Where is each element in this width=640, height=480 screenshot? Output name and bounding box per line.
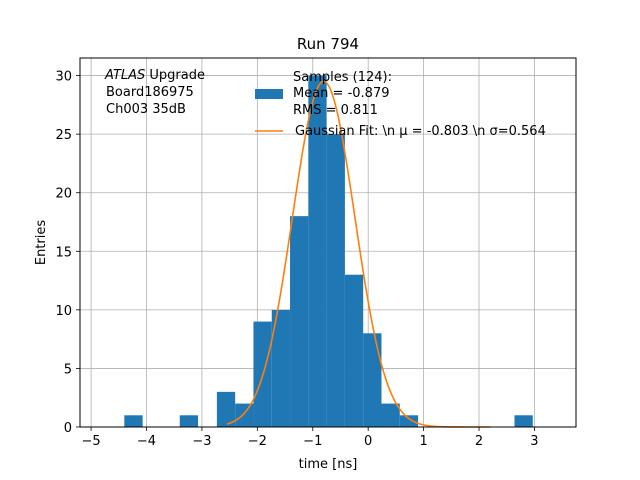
histogram-bar [514,415,533,427]
axes-frame [79,57,577,428]
y-tick-label: 15 [55,245,72,260]
x-tick-label: −3 [192,434,211,449]
y-tick-label: 5 [64,362,72,377]
x-tick-label: −5 [81,434,100,449]
legend-samples-line-3: RMS = 0.811 [293,103,378,118]
chart-title: Run 794 [297,35,359,53]
legend-swatch-samples [255,89,283,99]
x-tick-label: 0 [364,434,372,449]
histogram-bars [124,75,533,428]
histogram-bar [326,134,345,427]
annotation-line-2: Board186975 [106,85,194,100]
x-tick-label: −2 [248,434,267,449]
x-tick-label: 1 [419,434,427,449]
atlas-annotation: ATLAS Upgrade Board186975 Ch003 35dB [104,68,205,117]
x-axis-label: time [ns] [299,457,358,472]
annotation-line-3: Ch003 35dB [106,102,186,117]
y-tick-label: 10 [55,304,72,319]
histogram-bar [399,415,419,427]
histogram-bar [308,75,327,428]
histogram-bar [381,403,400,427]
x-tick-label: −1 [303,434,322,449]
y-tick-label: 30 [55,70,72,85]
x-tick-label: 3 [530,434,538,449]
histogram-bar [124,415,143,427]
annotation-line-1-rest: Upgrade [145,68,205,83]
annotation-italic-word: ATLAS [104,68,145,83]
histogram-bar [363,333,382,427]
y-tick-label: 20 [55,187,72,202]
x-tick-label: 2 [475,434,483,449]
legend-samples-line-1: Samples (124): [293,70,392,85]
y-axis-label: Entries [34,220,49,266]
histogram-bar [179,415,199,427]
legend-fit-label: Gaussian Fit: \n μ = -0.803 \n σ=0.564 [295,124,546,139]
histogram-bar [344,274,364,427]
legend: Samples (124): Mean = -0.879 RMS = 0.811… [255,70,546,139]
legend-samples-line-2: Mean = -0.879 [293,86,389,101]
histogram-bar [216,391,236,427]
histogram-bar [271,309,291,427]
histogram-bar [290,216,309,427]
histogram-bar [235,403,254,427]
annotation-line-1: ATLAS Upgrade [104,68,205,83]
y-tick-label: 0 [64,421,72,436]
x-tick-label: −4 [137,434,156,449]
y-tick-label: 25 [55,128,72,143]
